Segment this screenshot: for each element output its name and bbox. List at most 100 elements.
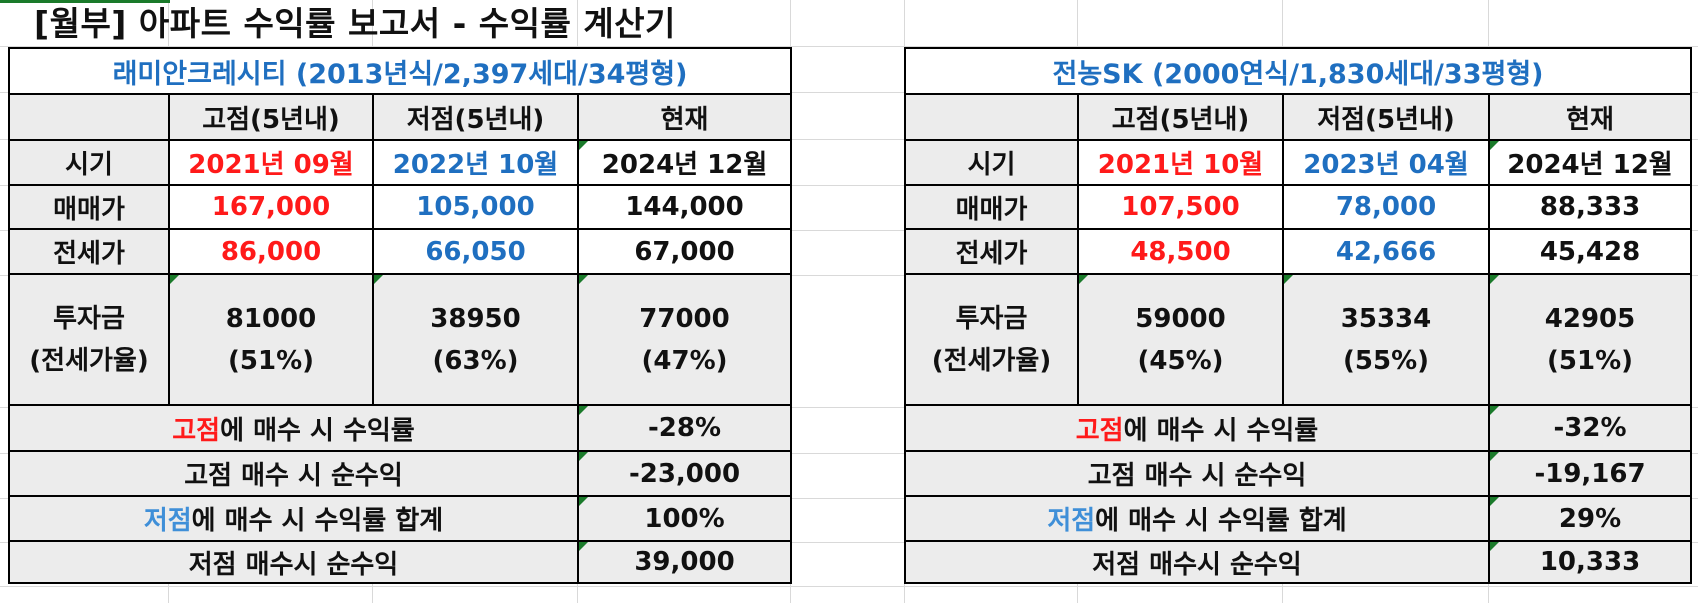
high-return-label[interactable]: 고점에 매수 시 수익률 [8,404,579,452]
header-current[interactable]: 현재 [1487,93,1693,141]
left-jeonse-low[interactable]: 66,050 [372,228,579,275]
left-high-return[interactable]: -28% [576,404,793,452]
right-jeonse-high[interactable]: 48,500 [1077,228,1284,275]
left-high-net[interactable]: -23,000 [576,450,793,497]
right-low-return[interactable]: 29% [1487,495,1693,542]
high-return-rest: 에 매수 시 수익률 [1123,415,1319,446]
sale-price-row: 매매가 167,000 105,000 144,000 [8,184,793,230]
low-net-row: 저점 매수시 순수익 39,000 [8,540,793,584]
left-invest-current-ratio: (47%) [641,345,728,376]
left-title-row: 래미안크레시티 (2013년식/2,397세대/34평형) [7,47,793,95]
investment-label[interactable]: 투자금 (전세가율) [8,273,170,406]
left-period-high[interactable]: 2021년 09월 [168,139,374,186]
right-period-current[interactable]: 2024년 12월 [1487,139,1693,186]
right-low-net[interactable]: 10,333 [1487,540,1693,584]
investment-label-main: 투자금 [955,303,1028,334]
low-net-label[interactable]: 저점 매수시 순수익 [8,540,579,584]
left-invest-low-ratio: (63%) [432,345,519,376]
left-low-net[interactable]: 39,000 [576,540,793,584]
right-period-high[interactable]: 2021년 10월 [1077,139,1284,186]
sale-price-label[interactable]: 매매가 [8,184,170,230]
period-row: 시기 2021년 10월 2023년 04월 2024년 12월 [904,139,1693,186]
left-sale-current[interactable]: 144,000 [576,184,793,230]
left-jeonse-current[interactable]: 67,000 [576,228,793,275]
investment-label-main: 투자금 [53,303,125,334]
right-apartment-table: 전농SK (2000연식/1,830세대/33평형) 고점(5년내) 저점(5년… [903,47,1693,584]
high-net-row: 고점 매수 시 순수익 -23,000 [8,450,793,497]
investment-label[interactable]: 투자금 (전세가율) [904,273,1079,406]
period-row: 시기 2021년 09월 2022년 10월 2024년 12월 [8,139,793,186]
right-sale-current[interactable]: 88,333 [1487,184,1693,230]
high-word: 고점 [172,415,221,446]
low-return-rest: 에 매수 시 수익률 합계 [191,506,444,536]
right-sale-low[interactable]: 78,000 [1282,184,1490,230]
left-apartment-table: 래미안크레시티 (2013년식/2,397세대/34평형) 고점(5년내) 저점… [7,47,793,584]
low-net-label[interactable]: 저점 매수시 순수익 [904,540,1490,584]
low-net-row: 저점 매수시 순수익 10,333 [904,540,1693,584]
left-invest-high-ratio: (51%) [228,345,314,376]
left-jeonse-high[interactable]: 86,000 [168,228,374,275]
header-high[interactable]: 고점(5년내) [1077,93,1284,141]
period-label[interactable]: 시기 [8,139,170,186]
left-low-return[interactable]: 100% [576,495,793,542]
right-jeonse-low[interactable]: 42,666 [1282,228,1490,275]
corner-cell[interactable] [8,93,170,141]
right-invest-high[interactable]: 59000 (45%) [1077,273,1284,406]
high-net-label[interactable]: 고점 매수 시 순수익 [8,450,579,497]
right-invest-low[interactable]: 35334 (55%) [1282,273,1490,406]
right-invest-low-amount: 35334 [1340,303,1432,334]
sale-price-row: 매매가 107,500 78,000 88,333 [904,184,1693,230]
high-return-rest: 에 매수 시 수익률 [220,415,415,446]
investment-row: 투자금 (전세가율) 81000 (51%) 38950 (63%) 77000… [8,273,793,406]
header-current[interactable]: 현재 [576,93,793,141]
header-low[interactable]: 저점(5년내) [372,93,579,141]
left-invest-low[interactable]: 38950 (63%) [372,273,579,406]
high-net-label[interactable]: 고점 매수 시 순수익 [904,450,1490,497]
right-invest-current[interactable]: 42905 (51%) [1487,273,1693,406]
right-high-net[interactable]: -19,167 [1487,450,1693,497]
right-apartment-name[interactable]: 전농SK (2000연식/1,830세대/33평형) [903,47,1693,95]
left-invest-current-amount: 77000 [639,303,730,334]
left-sale-high[interactable]: 167,000 [168,184,374,230]
column-header-row: 고점(5년내) 저점(5년내) 현재 [904,93,1693,141]
low-return-row: 저점에 매수 시 수익률 합계 100% [8,495,793,542]
left-apartment-name[interactable]: 래미안크레시티 (2013년식/2,397세대/34평형) [7,47,793,95]
low-word: 저점 [143,506,192,536]
high-return-row: 고점에 매수 시 수익률 -28% [8,404,793,452]
right-jeonse-current[interactable]: 45,428 [1487,228,1693,275]
right-title-row: 전농SK (2000연식/1,830세대/33평형) [903,47,1693,95]
jeonse-price-label[interactable]: 전세가 [904,228,1079,275]
low-return-row: 저점에 매수 시 수익률 합계 29% [904,495,1693,542]
left-invest-current[interactable]: 77000 (47%) [576,273,793,406]
low-return-label[interactable]: 저점에 매수 시 수익률 합계 [8,495,579,542]
header-high[interactable]: 고점(5년내) [168,93,374,141]
low-return-label[interactable]: 저점에 매수 시 수익률 합계 [904,495,1490,542]
right-invest-current-ratio: (51%) [1547,345,1633,376]
left-invest-high-amount: 81000 [225,303,317,334]
header-low[interactable]: 저점(5년내) [1282,93,1490,141]
left-sale-low[interactable]: 105,000 [372,184,579,230]
jeonse-price-row: 전세가 48,500 42,666 45,428 [904,228,1693,275]
sale-price-label[interactable]: 매매가 [904,184,1079,230]
left-invest-high[interactable]: 81000 (51%) [168,273,374,406]
right-period-low[interactable]: 2023년 04월 [1282,139,1490,186]
corner-cell[interactable] [904,93,1079,141]
right-invest-low-ratio: (55%) [1343,345,1429,376]
left-period-low[interactable]: 2022년 10월 [372,139,579,186]
right-sale-high[interactable]: 107,500 [1077,184,1284,230]
investment-label-sub: (전세가율) [931,345,1052,376]
investment-label-sub: (전세가율) [29,345,149,376]
period-label[interactable]: 시기 [904,139,1079,186]
low-return-rest: 에 매수 시 수익률 합계 [1095,506,1347,536]
jeonse-price-row: 전세가 86,000 66,050 67,000 [8,228,793,275]
jeonse-price-label[interactable]: 전세가 [8,228,170,275]
column-header-row: 고점(5년내) 저점(5년내) 현재 [8,93,793,141]
right-invest-current-amount: 42905 [1544,303,1636,334]
left-period-current[interactable]: 2024년 12월 [576,139,793,186]
right-invest-high-ratio: (45%) [1137,345,1224,376]
high-net-row: 고점 매수 시 순수익 -19,167 [904,450,1693,497]
right-high-return[interactable]: -32% [1487,404,1693,452]
high-return-label[interactable]: 고점에 매수 시 수익률 [904,404,1490,452]
low-word: 저점 [1047,506,1096,536]
right-invest-high-amount: 59000 [1135,303,1226,334]
